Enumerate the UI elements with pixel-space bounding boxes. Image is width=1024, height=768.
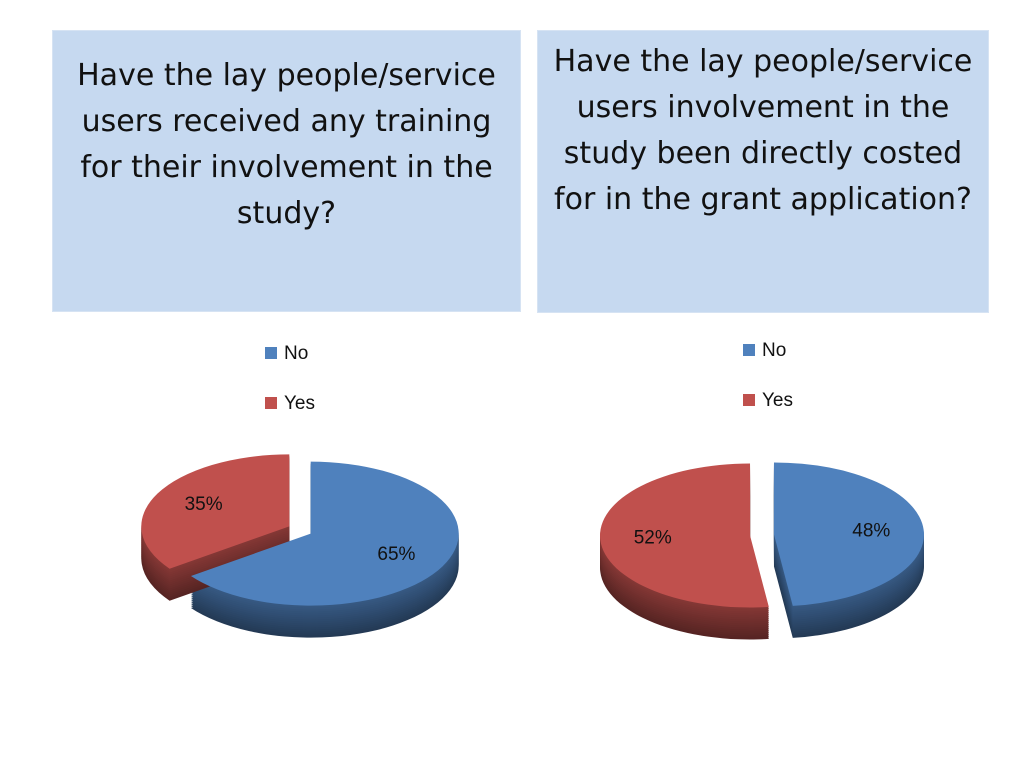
legend-label: No: [284, 343, 308, 364]
data-label: 48%: [852, 521, 890, 542]
title-box: Have the lay people/service users receiv…: [52, 30, 521, 312]
chart-title: Have the lay people/service users receiv…: [77, 58, 496, 231]
legend-swatch: [265, 397, 277, 409]
pie-slice: [190, 461, 459, 606]
pie-slice: [600, 463, 769, 608]
legend-swatch: [265, 347, 277, 359]
data-label: 35%: [185, 494, 223, 515]
legend-swatch: [743, 344, 755, 356]
pie-slice: [773, 462, 924, 606]
data-label: 52%: [634, 527, 672, 548]
legend-swatch: [743, 394, 755, 406]
legend-label: Yes: [284, 393, 315, 414]
data-label: 65%: [377, 544, 415, 565]
chart-title: Have the lay people/service users involv…: [553, 44, 973, 217]
legend-label: No: [762, 340, 786, 361]
legend-label: Yes: [762, 390, 793, 411]
pie-slice: [141, 454, 290, 569]
title-box: Have the lay people/service users involv…: [537, 30, 989, 313]
